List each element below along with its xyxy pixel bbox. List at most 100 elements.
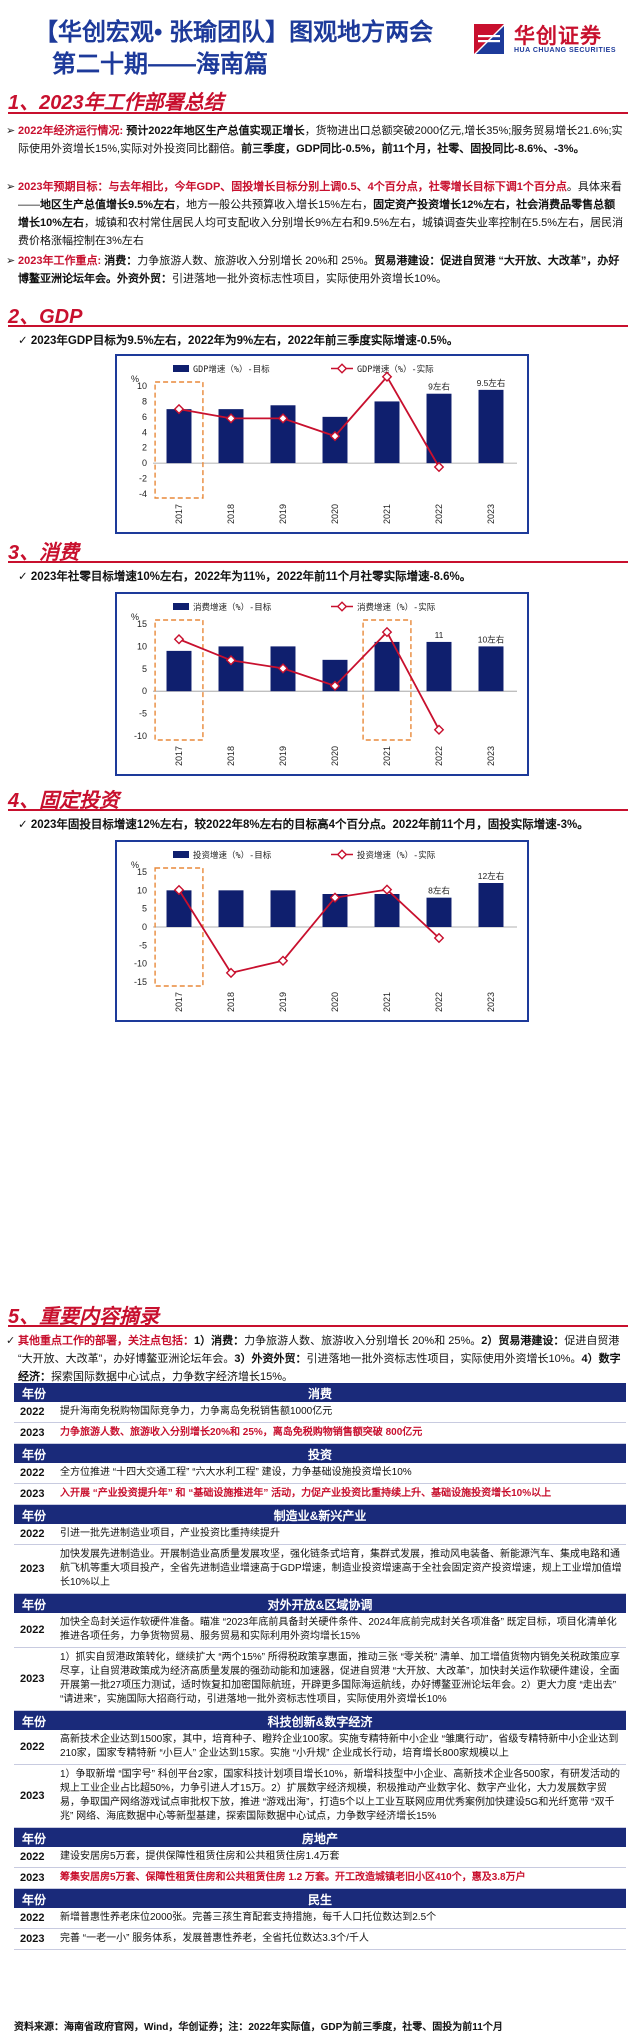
section-underline [8,325,628,327]
legend-line-label: 投资增速（%）-实际 [357,850,436,861]
row-year: 2023 [20,1673,45,1685]
summary-2023-focus: ➢ 2023年工作重点: 消费：力争旅游人数、旅游收入分别增长 20%和 25%… [6,252,626,288]
table-row: 2023 力争旅游人数、旅游收入分别增长20%和 25%，离岛免税购物销售额突破 … [14,1423,626,1444]
highlights-note-b: 1）消费： [194,1335,245,1347]
table-group-title: 对外开放&区域协调 [267,1598,373,1612]
y-tick-label: 15 [137,867,147,877]
bar [374,401,400,464]
bar [426,641,452,692]
gdp-chart: GDP增速（%）-目标 GDP增速（%）-实际% -4 -2 0 2 4 6 8 10 9左右 9.5… [115,354,529,534]
row-text: 力争旅游人数、旅游收入分别增长20%和 25%，离岛免税购物销售额突破 800亿… [60,1427,423,1438]
check-icon: ✓ [18,571,31,583]
table-group-title: 消费 [307,1387,332,1401]
table-row: 2023 1）争取新增 “国字号” 科创平台2家，国家科技计划项目增长10%，新增… [14,1765,626,1828]
y-axis-label: % [131,860,139,870]
bar [374,641,400,692]
bar [478,883,504,927]
legend-line-label: GDP增速（%）-实际 [357,364,434,375]
year-column-header: 年份 [22,1715,47,1729]
table-group-header: 年份 科技创新&数字经济 [14,1711,626,1730]
x-tick-label: 2017 [174,746,184,766]
table-group-header: 年份 民生 [14,1889,626,1908]
x-tick-label: 2018 [226,746,236,766]
highlights-note-h: 4）数字经济： [18,1353,621,1383]
line-point [329,680,341,692]
bullet-marker: ➢ [6,181,16,193]
chart-legend: 投资增速（%）-目标 投资增速（%）-实际 [173,849,436,861]
summary-2023-focus-label: 2023年工作重点: [18,255,102,267]
highlights-note-c: 力争旅游人数、旅游收入分别增长 20%和 25%。 [244,1335,482,1347]
summary-2023-focus-c: 贸易港建设：促进自贸港 “大开放、大改革”，办好博鳌亚洲论坛年会。外资外贸： [18,255,620,285]
highlights-table: 年份 消费 2022 提升海南免税购物国际竞争力，力争离岛免税销售额1000亿元 202… [14,1383,626,1950]
row-text: 1）争取新增 “国字号” 科创平台2家，国家科技计划项目增长10%，新增科技型中… [60,1769,621,1822]
table-row: 2022 新增普惠性养老床位2000张。完善三孩生育配套支持措施，每千人口托位数达… [14,1908,626,1929]
summary-2023-target: ➢ 2023年预期目标：与去年相比，今年GDP、固投增长目标分别上调0.5、4个… [6,178,626,250]
bar [218,646,244,692]
investment-note: ✓ 2023年固投目标增速12%左右，较2022年8%左右的目标高4个百分点。2… [18,816,589,832]
year-column-header: 年份 [22,1509,47,1523]
highlights-note-a: 其他重点工作的部署，关注点包括： [18,1335,194,1347]
line-point [277,663,289,674]
line-point [381,371,393,382]
table-group-header: 年份 制造业&新兴产业 [14,1505,626,1524]
x-tick-label: 2023 [486,746,496,766]
bar-data-label: 12左右 [478,871,504,881]
section-title-consumption: 3、消费 [8,542,80,564]
year-column-header: 年份 [22,1893,47,1907]
x-tick-label: 2019 [278,504,288,524]
line-point [173,884,185,896]
row-year: 2022 [20,1624,45,1636]
summary-2023-target-a: 。具体来看—— [18,181,622,211]
x-tick-label: 2017 [174,992,184,1012]
x-tick-label: 2022 [434,992,444,1012]
legend-bar-swatch [173,603,189,610]
line-point [173,403,185,415]
y-tick-label: -2 [139,474,147,484]
x-tick-label: 2021 [382,992,392,1012]
consumption-chart-svg: 消费增速（%）-目标 消费增速（%）-实际% -10 -5 0 5 10 15 11 10左右 20… [131,601,517,766]
line-point [433,932,445,944]
table-row: 2022 提升海南免税购物国际竞争力，力争离岛免税销售额1000亿元 [14,1402,626,1423]
summary-2023-focus-d: 引进落地一批外资标志性项目，实际使用外资增长10%。 [172,273,448,285]
x-tick-label: 2018 [226,504,236,524]
row-text: 完善 “一老一小” 服务体系，发展普惠性养老，全省托位数达3.3个/千人 [60,1933,369,1944]
section-underline [8,809,628,811]
chart-legend: GDP增速（%）-目标 GDP增速（%）-实际 [173,363,434,375]
summary-2023-target-b: 地区生产总值增长9.5%左右 [40,199,176,211]
highlight-box [362,619,412,741]
summary-2023-target-e: ，城镇和农村常住居民人均可支配收入分别增长9%左右和9.5%左右，城镇调查失业率… [18,217,624,247]
year-column-header: 年份 [22,1387,47,1401]
legend-line-marker [336,849,348,860]
y-tick-label: 5 [142,664,147,674]
gdp-chart-svg: GDP增速（%）-目标 GDP增速（%）-实际% -4 -2 0 2 4 6 8 10 9左右 9.5… [131,363,517,524]
legend-bar-label: GDP增速（%）-目标 [193,364,270,375]
line-point [329,892,341,903]
y-tick-label: 2 [142,443,147,453]
section-underline [8,112,628,114]
row-text: 提升海南免税购物国际竞争力，力争离岛免税销售额1000亿元 [60,1406,333,1417]
table-group-header: 年份 房地产 [14,1828,626,1847]
row-text: 1）抓实自贸港政策转化，继续扩大 “两个15%” 所得税政策享惠面，推动三张 “… [60,1652,621,1705]
table-row: 2022 引进一批先进制造业项目，产业投资比重持续提升 [14,1524,626,1545]
highlight-box [154,381,204,499]
logo-mark-icon [474,24,504,54]
x-tick-label: 2023 [486,992,496,1012]
legend-line-label: 消费增速（%）-实际 [357,602,436,613]
y-tick-label: -4 [139,489,147,499]
investment-chart-svg: 投资增速（%）-目标 投资增速（%）-实际% -15 -10 -5 0 5 10 15 8左右 12… [131,849,517,1012]
row-year: 2022 [20,1741,45,1753]
legend-bar-label: 消费增速（%）-目标 [193,602,272,613]
bullet-marker: ➢ [6,255,16,267]
x-tick-label: 2019 [278,746,288,766]
y-tick-label: 5 [142,904,147,914]
summary-2022: ➢ 2022年经济运行情况: 预计2022年地区生产总值实现正增长，货物进出口总… [6,122,626,158]
bar [218,890,244,927]
highlight-box [154,619,204,741]
y-axis-label: % [131,374,139,384]
x-tick-label: 2022 [434,746,444,766]
row-year: 2022 [20,1912,45,1924]
line-point [225,967,237,979]
table-group-title: 科技创新&数字经济 [267,1715,373,1729]
x-tick-label: 2020 [330,992,340,1012]
legend-line-marker [336,601,348,612]
